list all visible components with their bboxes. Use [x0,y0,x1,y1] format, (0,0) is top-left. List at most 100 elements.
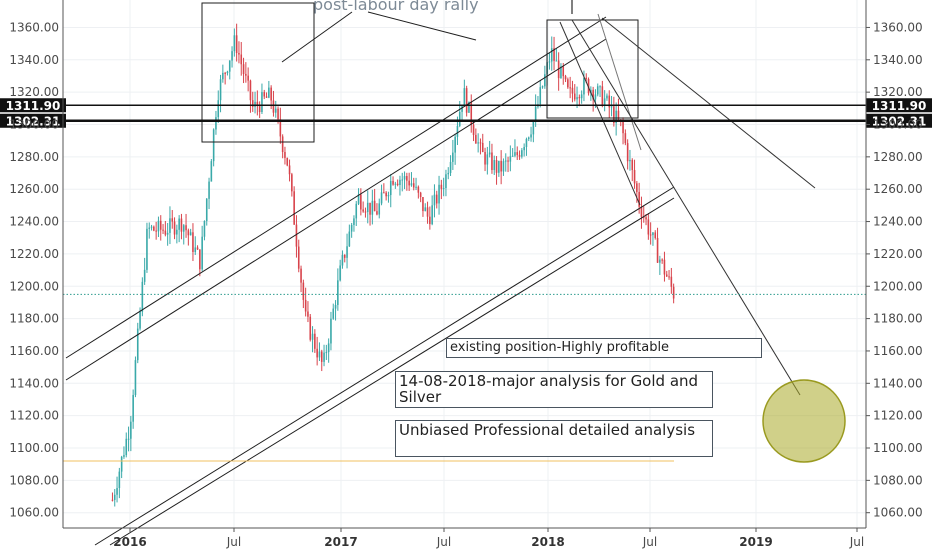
note-existing-position: existing position-Highly profitable [446,338,762,358]
candle-body [493,160,496,171]
y-tick-label-left: 1200.00 [9,279,59,293]
candle-body [580,94,583,99]
candle-body [171,218,174,222]
candle-body [461,105,463,112]
candle-body [199,249,201,270]
candle-body [665,274,668,277]
candle-body [143,269,146,282]
candle-body [638,191,640,207]
candle-body [401,179,404,181]
candle-body [309,316,312,340]
candle-body [573,93,576,100]
fan-line-4 [571,19,801,396]
candle-body [518,155,521,157]
candle-body [343,254,346,258]
candle-body [245,73,247,76]
candle-body [348,231,351,247]
candle-body [567,79,569,88]
candle-body [251,100,254,107]
candle-body [281,136,284,152]
candle-body [498,160,500,173]
candle-body [182,225,185,232]
candle-body [491,152,493,171]
candle-body [201,236,203,270]
candle-body [539,87,542,105]
candle-body [415,186,417,188]
candle-body [369,202,371,215]
candle-body [571,87,574,94]
candle-body [332,308,335,319]
candle-body [479,142,482,144]
level-badge-label-right: 1311.90 [872,99,927,113]
candle-body [642,216,645,218]
candle-body [410,183,413,186]
chart-annotation-title: post-labour day rally [313,0,479,14]
y-tick-label-left: 1360.00 [9,20,59,34]
candle-body [304,299,307,312]
candle-body [169,218,171,233]
y-tick-label-right: 1360.00 [873,20,923,34]
candle-body [136,328,139,361]
candle-body [364,211,367,213]
candle-body [495,160,498,173]
candle-body [640,206,643,217]
candle-body [355,203,358,219]
y-tick-label-left: 1240.00 [9,215,59,229]
candle-body [155,230,157,232]
callout-line-left [281,11,353,63]
candle-body [288,165,291,175]
y-tick-label-right: 1240.00 [873,215,923,229]
candle-body [583,77,585,95]
candle-body [261,92,263,113]
candle-body [472,124,475,135]
candle-body [500,160,502,172]
candle-body [445,174,447,189]
candle-body [235,35,238,53]
candle-body [606,95,608,99]
candle-body [594,94,597,100]
x-tick-label: Jul [226,535,241,549]
candle-body [373,200,376,212]
candle-body [208,181,210,199]
candle-body [300,268,302,283]
candle-body [215,117,217,130]
candle-body [447,172,450,175]
candle-body [196,247,199,250]
candle-body [424,207,427,212]
y-tick-label-right: 1120.00 [873,409,923,423]
y-tick-label-left: 1160.00 [9,344,59,358]
candle-body [180,218,183,232]
candle-body [148,227,151,229]
candle-body [544,74,546,87]
candle-body [672,286,675,299]
fan-line-2 [597,13,642,151]
candle-body [279,119,282,137]
candle-body [442,188,445,190]
candle-body [659,259,661,263]
x-tick-label: 2016 [113,535,146,549]
x-tick-label: Jul [436,535,451,549]
candle-body [406,176,408,181]
candle-body [339,265,341,281]
candle-body [212,129,215,162]
candle-body [293,191,295,225]
candle-body [366,202,369,213]
candle-body [394,183,397,185]
candle-body [412,183,415,188]
candle-body [532,121,535,135]
candle-body [656,237,659,263]
channel-lower-line [94,186,675,546]
level-badge-label-right: 1302.31 [872,114,927,128]
candle-body [502,161,505,172]
candle-body [194,247,197,252]
candle-body [449,161,452,173]
candle-body [350,224,353,232]
candle-body [465,88,468,113]
candle-body [240,54,243,65]
candle-body [550,48,553,62]
candle-body [286,157,289,166]
candle-body [523,146,525,151]
candle-body [111,499,114,501]
candle-body [509,156,512,162]
